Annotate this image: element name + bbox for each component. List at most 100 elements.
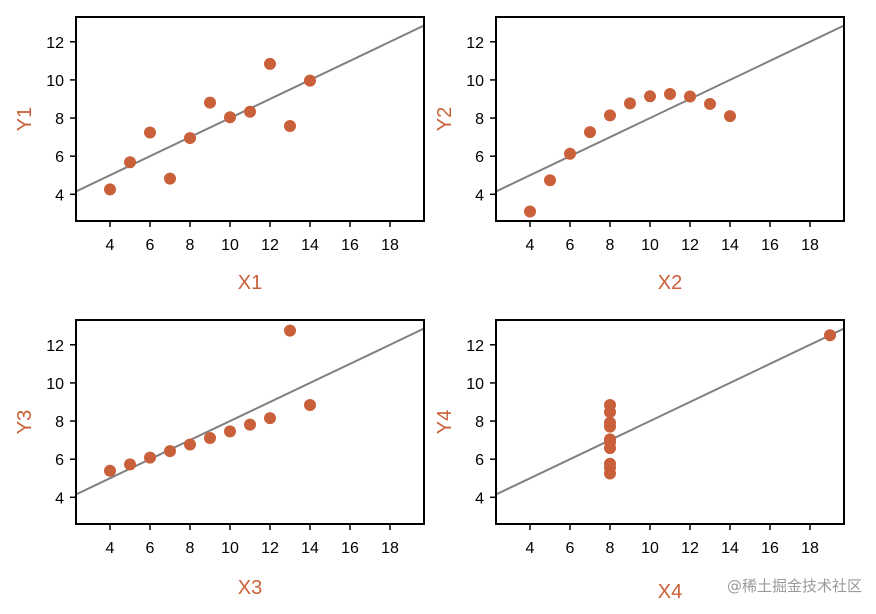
data-point [184,132,196,145]
y-tick-label: 6 [475,452,484,469]
y-tick-label: 6 [55,452,64,469]
data-point [284,324,296,337]
data-point [224,425,236,438]
x-axis-label: X1 [238,272,262,294]
x-tick-label: 4 [526,540,535,557]
data-point [184,438,196,451]
y-tick-label: 12 [46,35,64,52]
data-point [644,90,656,103]
regression-line [496,327,844,496]
y-tick-label: 8 [55,414,64,431]
y-tick-label: 8 [475,111,484,128]
x-tick-label: 4 [106,237,115,254]
data-point [104,183,116,196]
y-tick-label: 8 [475,414,484,431]
x-tick-label: 4 [106,540,115,557]
x-tick-label: 10 [641,540,659,557]
x-tick-label: 18 [381,540,399,557]
data-point [584,126,596,139]
data-point [284,120,296,133]
y-tick-label: 10 [466,73,484,90]
y-tick-label: 10 [466,376,484,393]
x-tick-label: 16 [761,540,779,557]
data-point [544,174,556,187]
data-point [704,97,716,110]
data-point [604,109,616,122]
x-tick-label: 14 [301,237,319,254]
data-point [204,96,216,109]
data-point [244,418,256,431]
y-tick-label: 6 [55,149,64,166]
x-tick-label: 16 [341,237,359,254]
data-point [684,90,696,103]
y-axis-label: Y3 [14,410,36,434]
y-tick-label: 12 [46,338,64,355]
x-tick-label: 8 [186,540,195,557]
x-axis-label: X3 [238,577,262,599]
panel-4: 4 6 8 10 12 14 16 18 4 6 8 10 12 X4 Y4 [434,319,845,603]
data-point [604,406,616,419]
plot-frame [75,16,425,222]
data-point [724,110,736,123]
plot-frame [495,319,845,525]
x-tick-label: 14 [721,540,739,557]
x-tick-label: 10 [221,540,239,557]
plot-frame [75,319,425,525]
x-tick-label: 8 [606,237,615,254]
x-tick-label: 12 [261,540,279,557]
x-tick-label: 18 [801,237,819,254]
data-point [264,412,276,425]
y-tick-label: 6 [475,149,484,166]
x-axis-label: X2 [658,272,682,294]
data-point [664,88,676,101]
data-point [604,416,616,429]
x-tick-label: 16 [341,540,359,557]
x-tick-label: 6 [146,237,155,254]
watermark-text: @稀土掘金技术社区 [727,577,862,595]
data-point [264,57,276,70]
data-point [524,205,536,218]
x-axis-label: X4 [658,581,682,603]
x-tick-label: 8 [186,237,195,254]
data-point [604,461,616,474]
x-tick-label: 4 [526,237,535,254]
x-tick-label: 10 [221,237,239,254]
x-tick-label: 18 [801,540,819,557]
data-point [124,458,136,471]
data-point [824,329,836,342]
x-tick-label: 12 [681,540,699,557]
y-tick-label: 4 [55,490,64,507]
x-tick-label: 16 [761,237,779,254]
x-tick-label: 10 [641,237,659,254]
x-tick-label: 8 [606,540,615,557]
y-axis-label: Y2 [434,107,456,131]
y-tick-label: 10 [46,73,64,90]
y-tick-label: 12 [466,35,484,52]
data-point [304,399,316,412]
y-tick-label: 4 [475,187,484,204]
data-point [164,172,176,185]
x-tick-label: 6 [146,540,155,557]
x-tick-label: 14 [301,540,319,557]
y-tick-label: 4 [55,187,64,204]
data-point [564,147,576,160]
x-tick-label: 12 [261,237,279,254]
data-point [624,97,636,110]
data-point [604,436,616,449]
y-axis-label: Y4 [434,410,456,434]
data-point [104,464,116,477]
data-point [144,126,156,139]
x-tick-label: 6 [566,540,575,557]
data-point [124,156,136,169]
x-tick-label: 12 [681,237,699,254]
data-point [224,111,236,124]
y-axis-label: Y1 [14,107,36,131]
x-tick-label: 14 [721,237,739,254]
y-tick-label: 12 [466,338,484,355]
y-tick-label: 4 [475,490,484,507]
x-tick-label: 18 [381,237,399,254]
data-point [304,74,316,87]
data-point [144,451,156,464]
x-tick-label: 6 [566,237,575,254]
panel-1: 4 6 8 10 12 14 16 18 4 6 8 10 12 X1 Y1 [14,16,425,294]
